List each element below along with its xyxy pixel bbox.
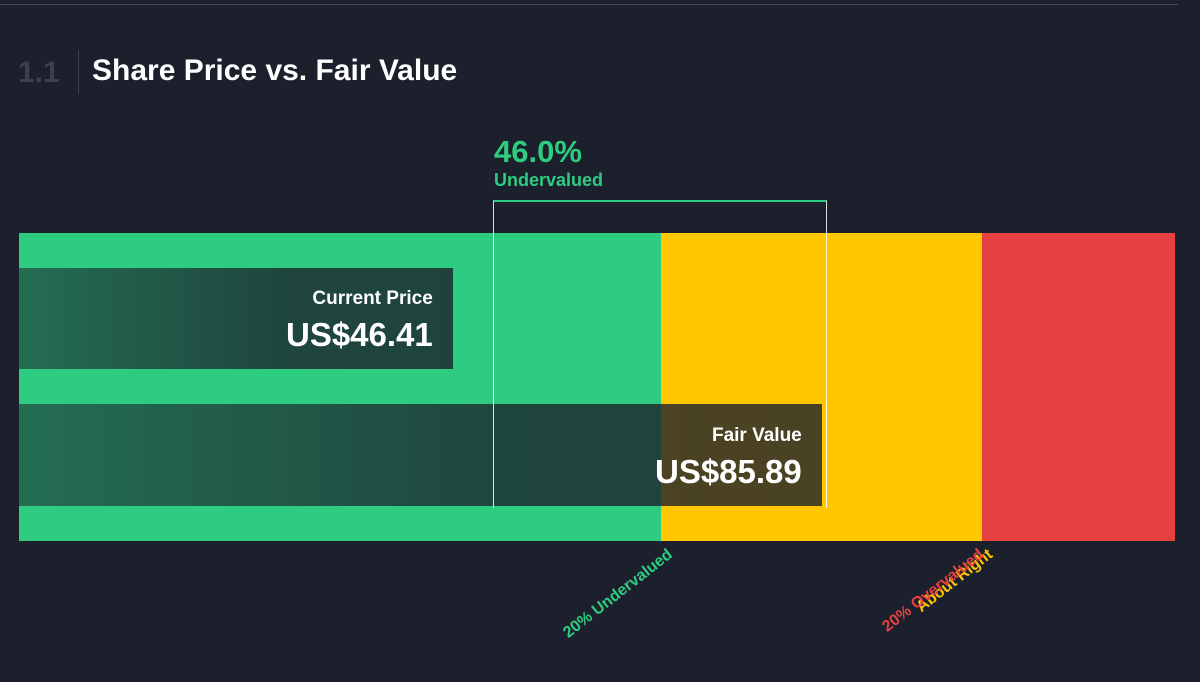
overvalued-zone <box>982 233 1175 541</box>
difference-bracket <box>493 200 827 508</box>
section-title: Share Price vs. Fair Value <box>92 54 458 87</box>
title-divider <box>78 50 79 94</box>
current-price-bar: Current Price US$46.41 <box>19 268 453 369</box>
current-price-value: US$46.41 <box>285 316 433 353</box>
fair-value-value: US$85.89 <box>654 453 802 490</box>
undervalued-caption: 20% Undervalued <box>560 546 677 642</box>
fair-value-label: Fair Value <box>711 425 802 446</box>
fair-value-bar: Fair Value US$85.89 <box>19 404 822 506</box>
overvalued-caption: 20% Overvalued <box>879 546 988 636</box>
top-divider <box>0 4 1178 5</box>
undervalued-percentage: 46.0% <box>494 134 582 169</box>
undervalued-label: Undervalued <box>494 170 604 190</box>
current-price-label: Current Price <box>312 288 433 309</box>
section-number: 1.1 <box>18 56 60 89</box>
